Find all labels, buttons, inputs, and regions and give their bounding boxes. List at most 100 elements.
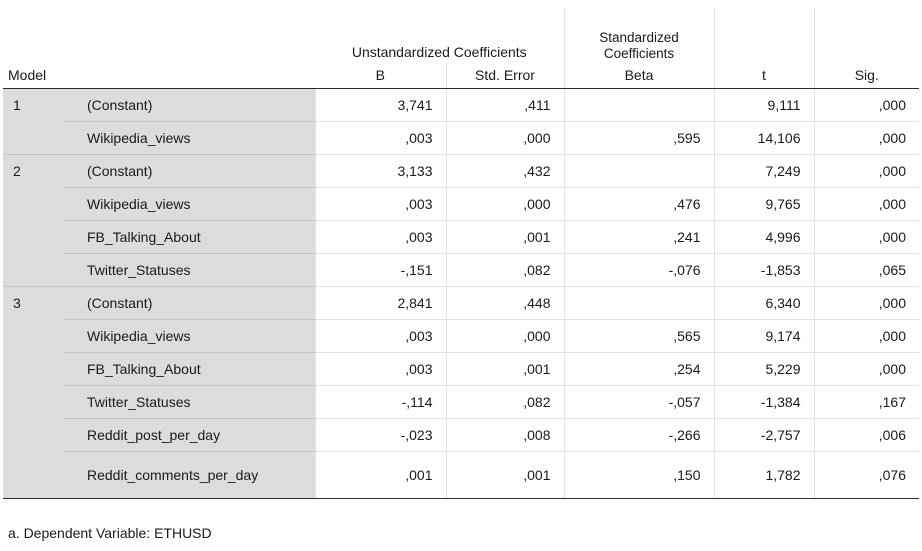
cell-beta: ,254 (563, 352, 714, 386)
cell-variable: Wikipedia_views (63, 121, 315, 155)
cell-std-error: ,432 (445, 154, 564, 188)
cell-std-error: ,411 (445, 88, 564, 122)
cell-std-error: ,082 (445, 253, 564, 287)
cell-sig: ,000 (813, 187, 919, 221)
cell-sig: ,000 (813, 286, 919, 320)
cell-sig: ,065 (813, 253, 919, 287)
cell-b: -,114 (314, 385, 446, 419)
cell-b: -,023 (314, 418, 446, 452)
table-row: Wikipedia_views ,003,000,595 14,106,000 (3, 121, 919, 155)
cell-std-error: ,001 (445, 220, 564, 254)
cell-t: -2,757 (713, 418, 814, 452)
cell-t: 9,111 (713, 88, 814, 122)
cell-beta (563, 286, 714, 320)
cell-t: 5,229 (713, 352, 814, 386)
cell-beta (563, 88, 714, 122)
cell-sig: ,000 (813, 352, 919, 386)
table-row: Twitter_Statuses -,114,082 -,057 -1,384,167 (3, 385, 919, 419)
table-row: 1 (Constant) 3,741,411 9,111,000 (3, 88, 919, 122)
cell-sig: ,000 (813, 121, 919, 155)
cell-b: ,001 (314, 451, 446, 499)
table-row: FB_Talking_About ,003,001,241 4,996,000 (3, 220, 919, 254)
cell-t: 9,765 (713, 187, 814, 221)
cell-beta: ,241 (563, 220, 714, 254)
cell-variable: Twitter_Statuses (63, 253, 315, 287)
cell-model: 1 (3, 88, 63, 122)
cell-model (3, 121, 63, 155)
cell-beta: -,266 (563, 418, 714, 452)
cell-variable: FB_Talking_About (63, 352, 315, 386)
cell-beta: ,150 (563, 451, 714, 499)
cell-t: 14,106 (713, 121, 814, 155)
cell-model (3, 352, 63, 386)
header-b: B (315, 62, 446, 89)
table-row: Reddit_comments_per_day ,001,001,150 1,782… (3, 451, 919, 499)
table-row: 2 (Constant) 3,133,432 7,249,000 (3, 154, 919, 188)
cell-b: ,003 (314, 220, 446, 254)
header-std-error: Std. Error (445, 62, 564, 89)
cell-sig: ,006 (813, 418, 919, 452)
cell-variable: Wikipedia_views (63, 187, 315, 221)
cell-variable: Reddit_post_per_day (63, 418, 315, 452)
table-header: Unstandardized Coefficients Standardized… (3, 8, 919, 89)
cell-b: ,003 (314, 187, 446, 221)
cell-variable: Reddit_comments_per_day (63, 451, 315, 499)
cell-sig: ,076 (813, 451, 919, 499)
cell-b: 3,741 (314, 88, 446, 122)
cell-beta: -,076 (563, 253, 714, 287)
cell-sig: ,000 (813, 88, 919, 122)
coefficients-table: Unstandardized Coefficients Standardized… (3, 8, 919, 499)
cell-t: -1,853 (713, 253, 814, 287)
cell-t: 7,249 (713, 154, 814, 188)
cell-sig: ,000 (813, 220, 919, 254)
table-row: 3 (Constant) 2,841,448 6,340,000 (3, 286, 919, 320)
cell-sig: ,000 (813, 154, 919, 188)
table-row: Reddit_post_per_day -,023,008 -,266 -2,757,… (3, 418, 919, 452)
cell-variable: (Constant) (63, 88, 315, 122)
table-row: Wikipedia_views ,003,000,565 9,174,000 (3, 319, 919, 353)
cell-model: 3 (3, 286, 63, 320)
cell-std-error: ,001 (445, 352, 564, 386)
cell-beta: ,476 (563, 187, 714, 221)
cell-model (3, 451, 63, 499)
table-body: 1 (Constant) 3,741,411 9,111,000 Wikipedia_v… (3, 88, 919, 499)
cell-b: ,003 (314, 352, 446, 386)
cell-t: 6,340 (713, 286, 814, 320)
cell-b: -,151 (314, 253, 446, 287)
header-standardized: Standardized Coefficients (563, 8, 714, 62)
cell-model: 2 (3, 154, 63, 188)
cell-std-error: ,448 (445, 286, 564, 320)
cell-b: 3,133 (314, 154, 446, 188)
cell-t: 9,174 (713, 319, 814, 353)
header-model: Model (3, 62, 315, 89)
cell-b: ,003 (314, 319, 446, 353)
cell-variable: (Constant) (63, 154, 315, 188)
cell-b: 2,841 (314, 286, 446, 320)
cell-model (3, 385, 63, 419)
cell-sig: ,000 (813, 319, 919, 353)
cell-model (3, 187, 63, 221)
cell-model (3, 220, 63, 254)
table-row: FB_Talking_About ,003,001,254 5,229,000 (3, 352, 919, 386)
cell-variable: FB_Talking_About (63, 220, 315, 254)
header-t: t (713, 62, 814, 89)
cell-variable: Twitter_Statuses (63, 385, 315, 419)
cell-model (3, 319, 63, 353)
cell-std-error: ,000 (445, 187, 564, 221)
table-row: Wikipedia_views ,003,000,476 9,765,000 (3, 187, 919, 221)
cell-sig: ,167 (813, 385, 919, 419)
cell-std-error: ,001 (445, 451, 564, 499)
cell-beta: ,565 (563, 319, 714, 353)
header-beta: Beta (563, 62, 714, 89)
cell-t: -1,384 (713, 385, 814, 419)
cell-beta (563, 154, 714, 188)
cell-beta: ,595 (563, 121, 714, 155)
header-unstandardized: Unstandardized Coefficients (351, 44, 527, 60)
cell-model (3, 253, 63, 287)
footnote: a. Dependent Variable: ETHUSD (8, 525, 212, 541)
cell-variable: (Constant) (63, 286, 315, 320)
cell-t: 4,996 (713, 220, 814, 254)
cell-beta: -,057 (563, 385, 714, 419)
cell-std-error: ,008 (445, 418, 564, 452)
